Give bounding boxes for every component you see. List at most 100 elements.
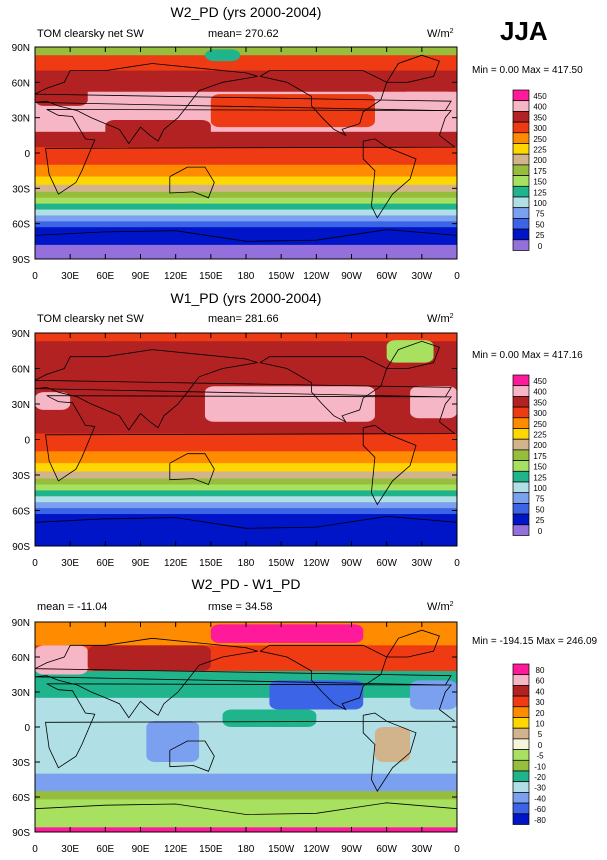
x-tick-label: 30E (61, 271, 79, 282)
legend-label: 10 (536, 720, 545, 729)
heatmap-band (35, 463, 457, 472)
heatmap-band (35, 227, 457, 246)
legend-label: 300 (533, 409, 547, 418)
legend-label: 400 (533, 388, 547, 397)
legend-swatch (512, 513, 530, 526)
coastline (259, 356, 388, 423)
heatmap-band (35, 484, 457, 491)
legend-label: 80 (536, 666, 545, 675)
y-tick-label: 0 (24, 149, 30, 160)
panel-title: W2_PD - W1_PD (192, 576, 301, 592)
min-max-label: Min = 0.00 Max = 417.50 (472, 65, 583, 76)
heatmap-band (35, 451, 457, 464)
legend-swatch (512, 695, 530, 708)
x-tick-label: 0 (32, 271, 38, 282)
heatmap-patch (374, 727, 411, 762)
heatmap-patch (204, 386, 375, 422)
heatmap-band (35, 471, 457, 480)
y-tick-label: 90N (12, 43, 30, 54)
coastline (386, 340, 440, 369)
panel-2: W1_PD (yrs 2000-2004) TOM clearsky net SW… (12, 290, 583, 569)
legend-label: 125 (533, 473, 547, 482)
x-tick-label: 60W (376, 844, 397, 855)
heatmap-band (35, 215, 457, 222)
y-tick-label: 30S (12, 184, 30, 195)
x-tick-label: 150W (268, 844, 295, 855)
legend-label: -40 (534, 794, 546, 803)
legend-swatch (512, 727, 530, 740)
x-tick-label: 90E (132, 844, 150, 855)
coastline (259, 644, 388, 711)
legend-label: 25 (536, 231, 545, 240)
coastline (45, 395, 456, 482)
legend-label: 40 (536, 687, 545, 696)
coastline (386, 54, 440, 83)
legend-swatch (512, 417, 530, 429)
heatmap-band (35, 147, 457, 166)
legend-label: 175 (533, 167, 547, 176)
heatmap-band (35, 70, 457, 93)
legend-label: 150 (533, 178, 547, 187)
legend-swatch (512, 374, 530, 387)
y-tick-label: 60S (12, 507, 30, 518)
x-tick-label: 60W (376, 271, 397, 282)
coastline (362, 138, 417, 219)
legend-label: 0 (538, 741, 543, 750)
heatmap-patch (386, 340, 434, 363)
legend-swatch (512, 385, 530, 397)
legend-swatch (512, 228, 530, 241)
legend-swatch (512, 89, 530, 102)
coastline (169, 166, 215, 199)
y-tick-label: 60N (12, 653, 30, 664)
heatmap-patch (87, 645, 211, 671)
legend-swatch (512, 738, 530, 750)
heatmap-band (35, 773, 457, 792)
x-tick-label: 0 (32, 558, 38, 569)
x-tick-label: 0 (32, 844, 38, 855)
heatmap-band (35, 184, 457, 193)
heatmap-patch (269, 680, 364, 710)
legend-swatch (512, 132, 530, 144)
legend-swatch (512, 449, 530, 461)
y-tick-label: 30N (12, 400, 30, 411)
heatmap-band (35, 203, 457, 211)
heatmap-patch (410, 386, 457, 419)
legend-label: 225 (533, 146, 547, 155)
subtitle-mid: rmse = 34.58 (208, 601, 273, 613)
legend-swatch (512, 781, 530, 793)
legend-label: 450 (533, 377, 547, 386)
legend-label: 30 (536, 698, 545, 707)
heatmap-band (35, 478, 457, 485)
legend-label: 350 (533, 113, 547, 122)
legend-swatch (512, 481, 530, 494)
x-tick-label: 150E (199, 844, 223, 855)
x-tick-label: 150E (199, 271, 223, 282)
heatmap-band (35, 496, 457, 503)
legend-label: 450 (533, 92, 547, 101)
x-tick-label: 90E (132, 558, 150, 569)
x-tick-label: 120E (164, 558, 188, 569)
min-max-label: Min = 0.00 Max = 417.16 (472, 350, 583, 361)
legend-label: 75 (536, 210, 545, 219)
legend-label: -5 (536, 752, 544, 761)
legend-swatch (512, 153, 530, 166)
heatmap-band (35, 514, 457, 546)
x-tick-label: 150E (199, 558, 223, 569)
heatmap-band (35, 418, 457, 435)
x-tick-label: 180 (238, 558, 255, 569)
heatmap-band (35, 197, 457, 205)
x-tick-label: 30W (412, 558, 433, 569)
coastline (386, 629, 440, 658)
heatmap-patch (410, 680, 457, 710)
legend-label: 400 (533, 103, 547, 112)
y-tick-label: 30S (12, 758, 30, 769)
heatmap-band (35, 502, 457, 509)
y-tick-label: 0 (24, 436, 30, 447)
coastline (35, 802, 457, 815)
y-tick-label: 60N (12, 365, 30, 376)
legend-label: -20 (534, 773, 546, 782)
heatmap-band (35, 131, 457, 148)
x-tick-label: 90W (341, 271, 362, 282)
heatmap-band (35, 209, 457, 216)
